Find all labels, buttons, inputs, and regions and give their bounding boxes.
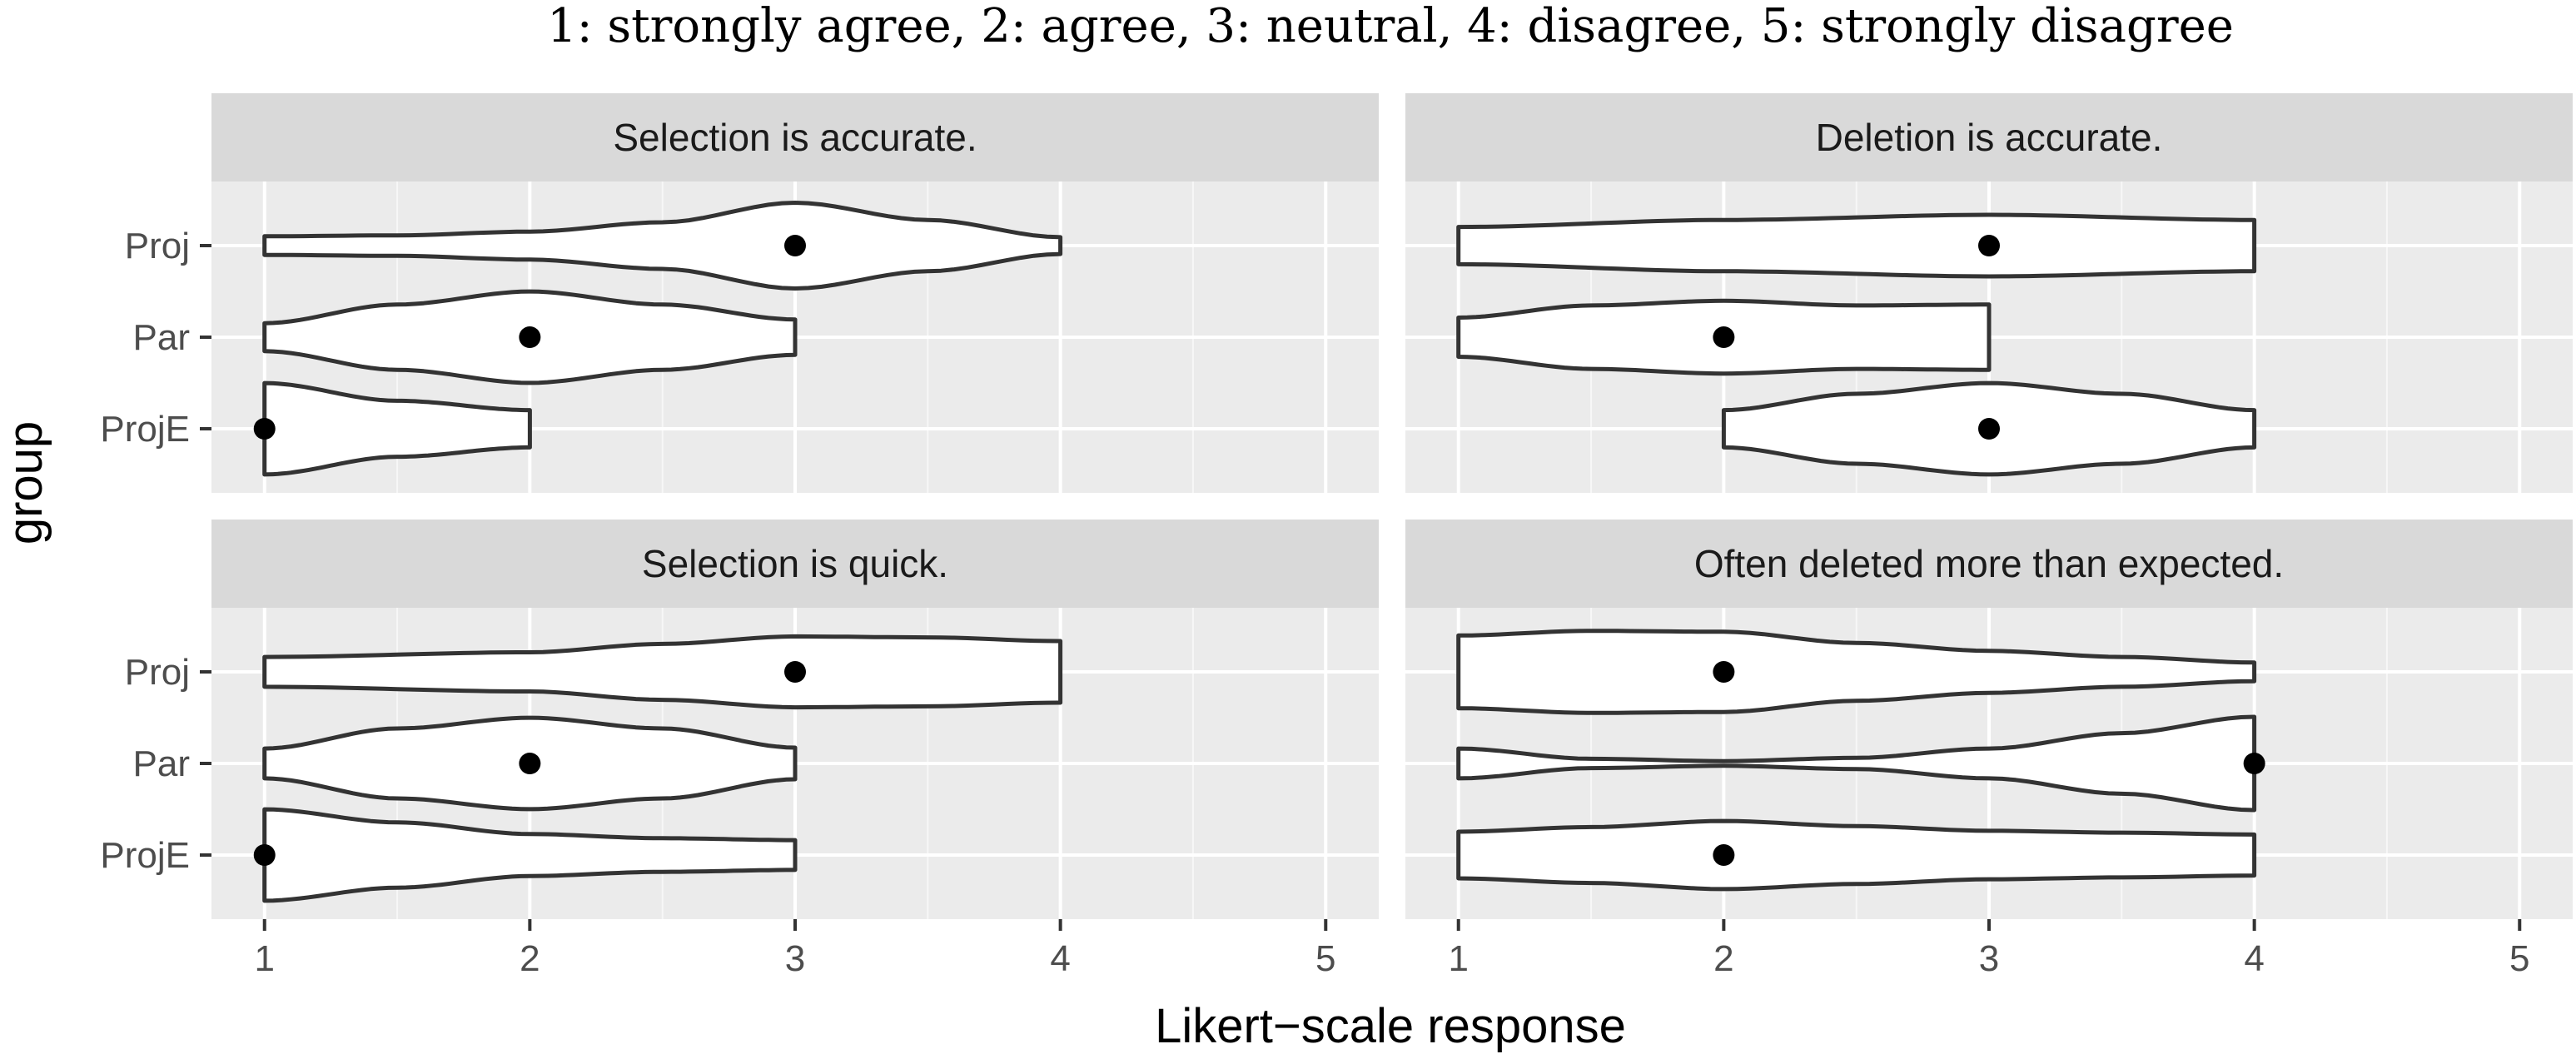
- violin-proj: [1456, 629, 2257, 715]
- x-tick-label: 4: [1050, 938, 1070, 979]
- y-tick-label: ProjE: [100, 409, 190, 450]
- facet-panel: Often deleted more than expected. 1 2 3 4 5: [1405, 520, 2573, 979]
- y-tick-label: Par: [133, 317, 190, 358]
- median-point: [253, 418, 276, 440]
- x-tick-label: 1: [1448, 938, 1468, 979]
- y-tick-label: ProjE: [100, 835, 190, 876]
- x-tick-label: 2: [1713, 938, 1733, 979]
- violin-proj: [262, 201, 1063, 291]
- x-tick-label: 1: [254, 938, 274, 979]
- violin-proje: [1456, 818, 2257, 892]
- facet-panel: Selection is quick. Proj Par ProjE 1 2 3 4 5: [100, 520, 1379, 979]
- facet-strip-label: Selection is quick.: [642, 542, 948, 585]
- y-axis-title: group: [0, 421, 52, 544]
- median-point: [784, 235, 806, 256]
- y-tick-label: Proj: [125, 226, 190, 266]
- x-tick-label: 3: [1979, 938, 1999, 979]
- median-point: [1978, 418, 2000, 440]
- facet-panel: Deletion is accurate.: [1405, 93, 2573, 493]
- violin-par: [1456, 714, 2257, 813]
- median-point: [253, 844, 276, 866]
- violin-proj: [262, 634, 1063, 710]
- facet-panels: Selection is accurate. Proj Par ProjE Deleti…: [100, 93, 2573, 979]
- facet-strip: [1405, 93, 2573, 181]
- median-point: [519, 326, 541, 348]
- facet-strip: [211, 520, 1379, 608]
- facet-strip-label: Often deleted more than expected.: [1694, 542, 2284, 585]
- x-tick-label: 4: [2244, 938, 2264, 979]
- median-point: [1713, 844, 1735, 866]
- x-tick-label: 5: [2509, 938, 2529, 979]
- median-point: [1713, 661, 1735, 683]
- x-tick-label: 3: [785, 938, 805, 979]
- x-tick-label: 2: [520, 938, 540, 979]
- median-point: [784, 661, 806, 683]
- facet-strip-label: Selection is accurate.: [613, 116, 977, 159]
- y-tick-label: Proj: [125, 652, 190, 693]
- y-tick-label: Par: [133, 743, 190, 784]
- median-point: [1713, 326, 1735, 348]
- median-point: [1978, 235, 2000, 256]
- median-point: [2243, 753, 2265, 774]
- violin-proj: [1456, 212, 2257, 279]
- facet-panel: Selection is accurate. Proj Par ProjE: [100, 93, 1379, 493]
- facet-strip: [211, 93, 1379, 181]
- facet-strip: [1405, 520, 2573, 608]
- facet-strip-label: Deletion is accurate.: [1816, 116, 2163, 159]
- x-tick-label: 5: [1315, 938, 1335, 979]
- violin-proje: [262, 380, 532, 477]
- x-axis-title: Likert−scale response: [1155, 999, 1626, 1053]
- violin-proje: [262, 807, 798, 903]
- chart-title: 1: strongly agree, 2: agree, 3: neutral,…: [547, 0, 2234, 53]
- median-point: [519, 753, 541, 774]
